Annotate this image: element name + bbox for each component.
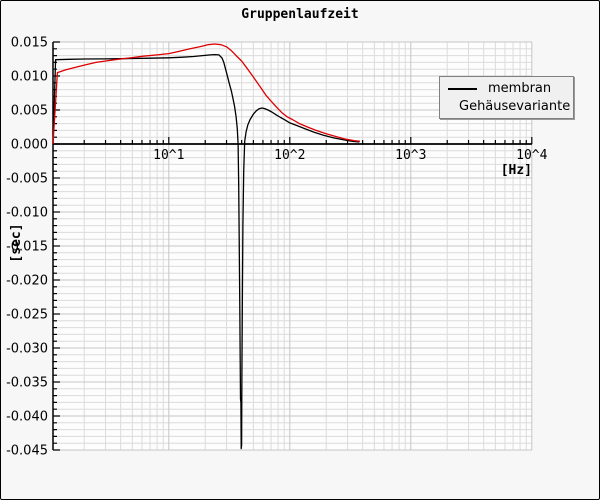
y-tick-label: 0.005 [11, 104, 48, 119]
x-tick-label: 10^1 [153, 148, 184, 163]
y-tick-label: -0.030 [6, 342, 48, 357]
x-tick-label: 10^3 [395, 148, 426, 163]
x-tick-label: 10^4 [516, 148, 547, 163]
y-tick-label: 0.000 [11, 138, 48, 153]
legend-item-membran: membran [448, 81, 565, 96]
membran-line-swatch [448, 87, 477, 90]
y-tick-label: -0.015 [6, 240, 48, 255]
y-tick-label: -0.025 [6, 308, 48, 323]
y-tick-label: -0.020 [6, 274, 48, 289]
chart-title: Gruppenlaufzeit [241, 7, 359, 22]
y-tick-label: -0.010 [6, 206, 48, 221]
y-axis-unit-label: [sec] [9, 223, 24, 262]
y-tick-label: -0.035 [6, 376, 48, 391]
y-tick-label: -0.045 [6, 444, 48, 459]
series-line-Gehäusevariante [52, 43, 361, 145]
legend-label-membran: membran [488, 80, 552, 96]
x-axis-unit-label: [Hz] [501, 163, 532, 178]
legend-item-gehaeusevariante: Gehäusevariante [448, 99, 570, 114]
y-tick-label: 0.010 [11, 70, 48, 85]
y-tick-label: -0.040 [6, 410, 48, 425]
x-tick-label: 10^2 [274, 148, 305, 163]
y-tick-label: -0.005 [6, 172, 48, 187]
series-line-membran [52, 53, 360, 450]
legend: membran Gehäusevariante [439, 76, 574, 119]
legend-label-gehaeusevariante: Gehäusevariante [459, 98, 571, 114]
y-tick-label: 0.015 [11, 36, 48, 51]
